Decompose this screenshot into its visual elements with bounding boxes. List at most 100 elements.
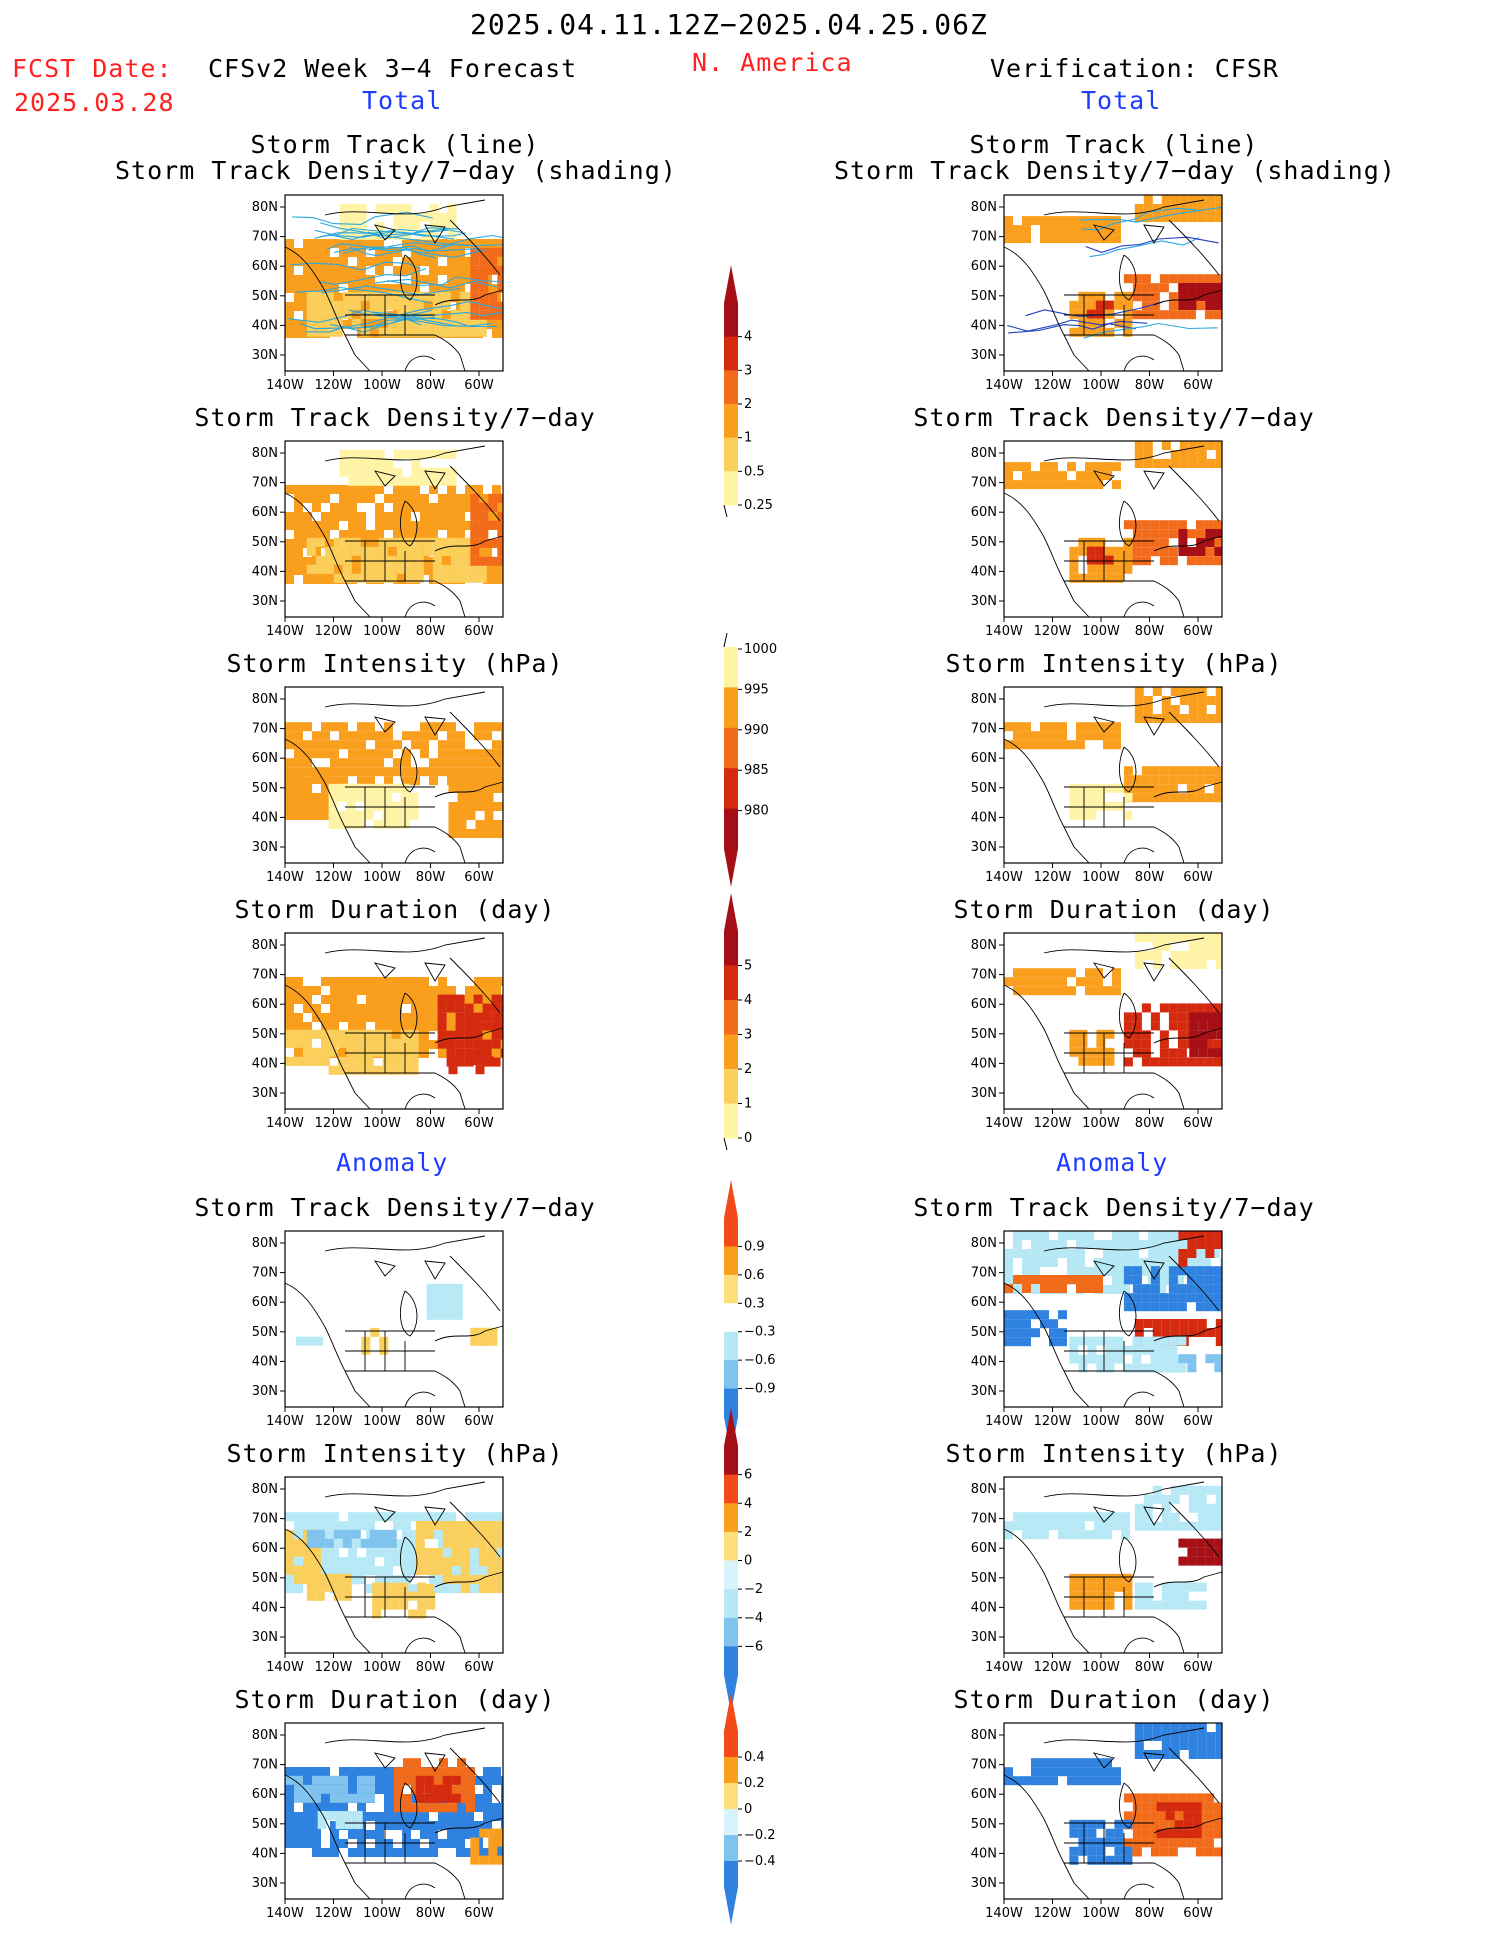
title-intensity-anom-right: Storm Intensity (hPa)	[945, 1439, 1283, 1468]
shade-cell	[393, 476, 403, 486]
shade-cell	[1123, 1855, 1133, 1865]
shade-cell	[384, 1566, 393, 1576]
shade-cell	[312, 248, 321, 257]
shade-cell	[501, 1821, 503, 1830]
shade-cell	[1188, 942, 1198, 951]
shade-cell	[384, 977, 393, 986]
shade-cell	[303, 802, 312, 811]
shade-cell	[460, 1575, 470, 1584]
shade-cell	[405, 300, 415, 310]
coastline	[1153, 1862, 1185, 1900]
shade-cell	[1049, 1258, 1058, 1267]
lat-label: 70N	[971, 1512, 997, 1527]
shade-cell	[396, 300, 406, 310]
shade-cell	[1040, 1231, 1049, 1240]
shade-cell	[405, 555, 415, 565]
shade-cell	[1215, 1494, 1222, 1504]
shade-cell	[294, 1812, 303, 1821]
coastline	[1043, 1481, 1205, 1498]
shade-cell	[451, 1557, 461, 1566]
shade-cell	[455, 1048, 465, 1058]
shade-cell	[357, 512, 366, 521]
shade-cell	[375, 521, 384, 530]
shade-cell	[437, 1030, 447, 1040]
shade-cell	[294, 1538, 303, 1548]
shade-cell	[328, 819, 338, 829]
shade-cell	[1112, 1258, 1121, 1267]
shade-cell	[1049, 1249, 1058, 1258]
map-shading	[285, 687, 503, 863]
shade-cell	[361, 1345, 371, 1355]
shade-cell	[1004, 1258, 1013, 1267]
shade-cell	[1123, 1573, 1133, 1583]
shade-cell	[497, 520, 503, 530]
shade-cell	[1104, 300, 1114, 310]
shade-cell	[1078, 1363, 1088, 1373]
shade-cell	[1159, 1838, 1169, 1848]
shade-cell	[324, 300, 334, 310]
shade-cell	[1096, 1363, 1106, 1373]
shade-cell	[321, 530, 330, 539]
coastline	[1003, 1774, 1090, 1900]
shade-cell	[1058, 1337, 1067, 1347]
shade-cell	[1114, 318, 1124, 328]
shade-cell	[1168, 1021, 1178, 1031]
shade-cell	[1159, 1847, 1169, 1857]
shade-cell	[393, 248, 402, 257]
shade-cell	[438, 740, 447, 750]
colorbar-label: 0.5	[744, 464, 765, 479]
lat-label: 70N	[252, 722, 278, 737]
coastline	[1003, 1282, 1090, 1408]
shade-cell	[1134, 1732, 1144, 1741]
shade-cell	[348, 449, 358, 459]
coastline	[1143, 1506, 1165, 1526]
shade-cell	[1157, 1231, 1166, 1240]
shade-cell	[348, 1830, 357, 1839]
shade-cell	[1096, 564, 1106, 574]
shade-cell	[470, 556, 480, 566]
shade-cell	[1179, 714, 1189, 723]
shade-cell	[312, 530, 321, 539]
shade-cell	[1004, 740, 1013, 750]
colorbar-segment	[724, 1531, 738, 1561]
shade-cell	[357, 1839, 366, 1848]
shade-cell	[321, 1566, 330, 1576]
shade-cell	[424, 1584, 434, 1593]
shade-cell	[1049, 1337, 1058, 1347]
coastline	[1168, 1255, 1220, 1312]
lon-label: 140W	[266, 1116, 304, 1131]
shade-cell	[1150, 292, 1160, 302]
shade-cell	[1058, 225, 1067, 235]
shade-cell	[447, 767, 456, 777]
shade-cell	[1177, 1284, 1187, 1294]
shade-cell	[1141, 1336, 1151, 1346]
shade-cell	[1132, 274, 1142, 284]
shade-cell	[497, 556, 503, 566]
lat-label: 80N	[971, 1236, 997, 1251]
shade-cell	[456, 257, 465, 266]
shade-cell	[469, 1575, 479, 1584]
shade-cell	[500, 1003, 503, 1013]
shade-cell	[475, 784, 485, 793]
shade-cell	[1161, 1732, 1171, 1741]
shade-cell	[1049, 977, 1058, 987]
title-density-anom-right: Storm Track Density/7−day	[913, 1193, 1315, 1222]
shade-cell	[1179, 450, 1189, 459]
shade-cell	[1067, 1767, 1076, 1777]
shade-cell	[411, 485, 420, 494]
coastline	[373, 1506, 396, 1523]
shade-cell	[364, 783, 374, 793]
shade-cell	[1094, 1758, 1103, 1768]
shade-cell	[348, 530, 357, 539]
shade-cell	[1214, 547, 1222, 556]
shade-cell	[488, 247, 498, 257]
shade-cell	[465, 749, 474, 759]
shade-cell	[1141, 793, 1151, 803]
shade-cell	[1206, 1732, 1216, 1741]
shade-cell	[1121, 1285, 1130, 1294]
shade-cell	[342, 537, 352, 547]
shade-cell	[357, 1830, 366, 1839]
shade-cell	[366, 722, 375, 732]
shade-cell	[330, 266, 339, 275]
shade-cell	[482, 1048, 492, 1058]
